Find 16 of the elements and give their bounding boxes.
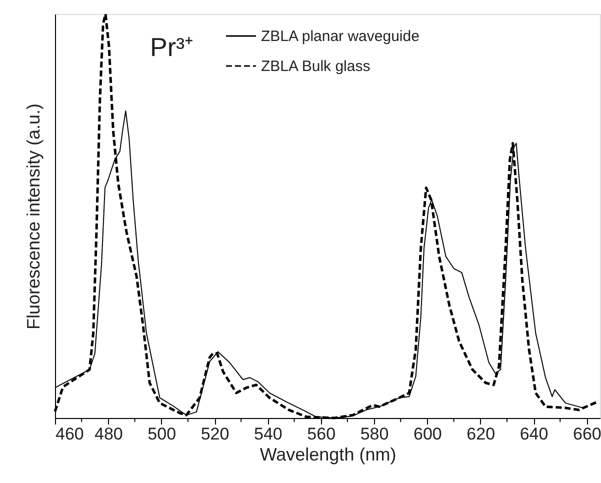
x-tick-label: 500 bbox=[148, 424, 176, 444]
x-tick-label: 560 bbox=[307, 424, 336, 444]
x-tick-label: 640 bbox=[520, 424, 548, 444]
x-tick-label: 480 bbox=[94, 424, 123, 444]
x-axis-title: Wavelength (nm) bbox=[260, 444, 396, 464]
x-tick-label: 660 bbox=[573, 424, 601, 444]
x-tick-label: 580 bbox=[360, 424, 389, 444]
x-tick-label: 620 bbox=[466, 424, 496, 444]
x-tick-label: 540 bbox=[254, 424, 282, 444]
x-tick-label: 600 bbox=[414, 424, 442, 444]
legend-label: ZBLA planar waveguide bbox=[261, 28, 420, 45]
x-tick-label: 520 bbox=[200, 424, 230, 444]
legend-label: ZBLA Bulk glass bbox=[261, 58, 370, 75]
x-tick-label: 460 bbox=[56, 424, 84, 444]
y-axis-title: Fluorescence intensity (a.u.) bbox=[24, 103, 44, 330]
annotation: Pr³⁺ bbox=[150, 32, 194, 62]
